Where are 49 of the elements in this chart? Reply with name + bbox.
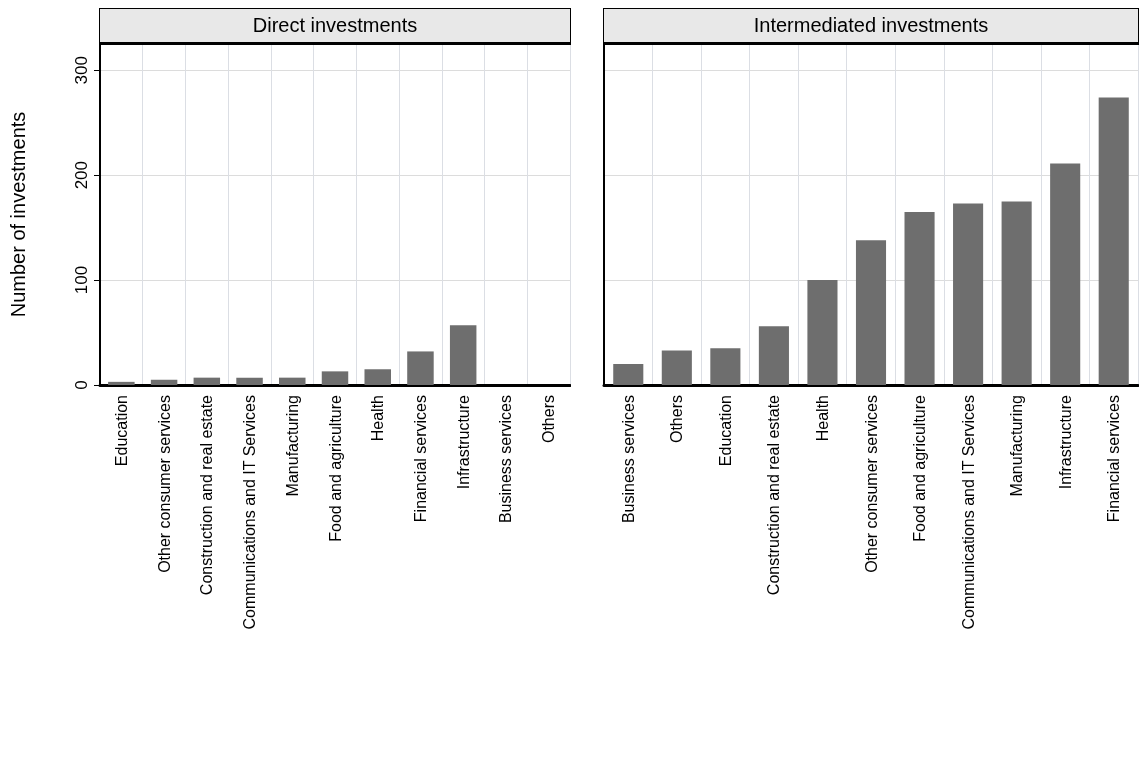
x-tick-label: Business services (619, 395, 637, 524)
x-tick-label: Construction and real estate (765, 394, 783, 596)
bar (807, 280, 838, 385)
bar (1050, 163, 1081, 385)
x-tick-label: Education (112, 395, 130, 467)
x-tick-label: Manufacturing (1008, 395, 1026, 497)
chart-title: Intermediated investments (603, 8, 1139, 45)
x-tick-label: Health (813, 395, 831, 442)
bar (855, 240, 887, 385)
x-tick-label: Manufacturing (283, 395, 301, 497)
bar (661, 350, 692, 385)
bar (1098, 97, 1129, 385)
bar (193, 377, 221, 385)
x-tick-label: Other consumer services (862, 395, 880, 573)
bar (321, 371, 349, 385)
bar (904, 211, 935, 385)
y-tick-label: 100 (72, 265, 91, 295)
x-tick-label: Infrastructure (454, 394, 472, 490)
x-tick-label: Construction and real estate (198, 394, 216, 596)
chart-title: Direct investments (99, 8, 571, 45)
x-tick-label: Infrastructure (1056, 394, 1074, 490)
x-tick-label: Communications and IT Services (959, 395, 977, 630)
bar (953, 203, 984, 385)
x-tick-label: Financial services (411, 395, 429, 523)
x-tick-label: Others (668, 395, 686, 444)
bar (407, 351, 434, 385)
bar (710, 348, 741, 385)
x-tick-label: Communications and IT Services (241, 395, 259, 630)
y-axis-title: Number of investments (7, 111, 29, 318)
bar (449, 325, 477, 385)
bar (613, 364, 644, 385)
y-tick-label: 0 (72, 380, 91, 390)
x-tick-label: Education (716, 395, 734, 467)
bar (108, 381, 135, 385)
bar (364, 369, 391, 385)
bar (1001, 201, 1032, 385)
y-tick-label: 200 (72, 160, 91, 190)
x-tick-label: Others (540, 395, 558, 444)
x-tick-label: Food and agriculture (326, 394, 344, 542)
bar (758, 326, 789, 385)
bar (150, 379, 178, 385)
x-tick-label: Health (369, 395, 387, 442)
bar (236, 377, 263, 385)
x-tick-label: Other consumer services (155, 395, 173, 573)
x-tick-label: Business services (497, 395, 515, 524)
x-tick-label: Food and agriculture (911, 394, 929, 542)
bar (279, 377, 306, 385)
x-tick-label: Financial services (1105, 395, 1123, 523)
y-tick-label: 300 (72, 56, 91, 85)
